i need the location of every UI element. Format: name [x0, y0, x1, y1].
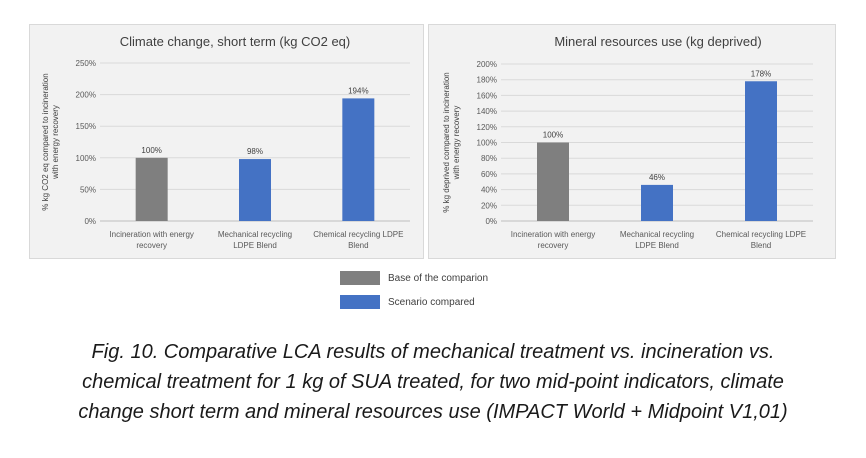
mineral-ytick-label-80: 80%	[481, 154, 497, 163]
climate-data-label-1: 100%	[141, 146, 161, 155]
mineral-category-label-2-line-2: LDPE Blend	[635, 241, 679, 250]
mineral-bar-3	[745, 81, 777, 221]
mineral-category-label-3-line-1: Chemical recycling LDPE	[716, 230, 806, 239]
legend-item-scenario: Scenario compared	[340, 292, 488, 312]
climate-category-label-2-line-2: LDPE Blend	[233, 241, 277, 250]
mineral-ytick-label-120: 120%	[477, 123, 497, 132]
climate-ytick-label-200: 200%	[76, 91, 96, 100]
mineral-category-label-1-line-1: Incineration with energy	[511, 230, 596, 239]
mineral-ylabel-line-1: % kg deprived compared to incineration	[442, 72, 451, 213]
climate-ytick-label-150: 150%	[76, 122, 96, 131]
mineral-ytick-label-100: 100%	[477, 139, 497, 148]
mineral-category-label-1-line-2: recovery	[538, 241, 569, 250]
mineral-ytick-label-20: 20%	[481, 201, 497, 210]
legend-label-scenario: Scenario compared	[388, 296, 475, 308]
caption-line-1: Fig. 10. Comparative LCA results of mech…	[91, 341, 775, 363]
climate-data-label-2: 98%	[247, 147, 263, 156]
mineral-ytick-label-140: 140%	[477, 107, 497, 116]
mineral-data-label-3: 178%	[751, 69, 771, 78]
climate-ytick-label-0: 0%	[84, 217, 96, 226]
climate-category-label-3-line-2: Blend	[348, 241, 368, 250]
chart-mineral-resources: Mineral resources use (kg deprived) % kg …	[428, 24, 836, 259]
climate-data-label-3: 194%	[348, 86, 368, 95]
mineral-ytick-label-60: 60%	[481, 170, 497, 179]
climate-ylabel-line-2: with energy recovery	[51, 105, 60, 180]
caption-line-2: chemical treatment for 1 kg of SUA treat…	[82, 371, 784, 393]
figure-caption: Fig. 10. Comparative LCA results of mech…	[0, 337, 866, 427]
climate-bar-3	[342, 98, 375, 221]
mineral-data-label-2: 46%	[649, 173, 665, 182]
climate-category-label-2-line-1: Mechanical recycling	[218, 230, 292, 239]
mineral-title: Mineral resources use (kg deprived)	[554, 34, 761, 49]
chart-mineral-resources-svg: Mineral resources use (kg deprived) % kg …	[442, 34, 813, 250]
mineral-category-label-2-line-1: Mechanical recycling	[620, 230, 694, 239]
mineral-ytick-label-0: 0%	[485, 217, 497, 226]
caption-line-3: change short term and mineral resources …	[78, 401, 788, 423]
mineral-data-label-1: 100%	[543, 131, 563, 140]
legend: Base of the comparion Scenario compared	[340, 268, 488, 316]
chart-climate-change: Climate change, short term (kg CO2 eq) % …	[29, 24, 424, 259]
climate-bar-2	[239, 159, 271, 221]
climate-ytick-label-50: 50%	[80, 185, 96, 194]
mineral-ylabel-line-2: with energy recovery	[452, 106, 461, 181]
chart-climate-change-svg: Climate change, short term (kg CO2 eq) % …	[41, 34, 410, 250]
mineral-bar-1	[537, 142, 569, 221]
mineral-ytick-label-200: 200%	[477, 60, 497, 69]
climate-ytick-label-100: 100%	[76, 154, 96, 163]
mineral-ytick-label-160: 160%	[477, 91, 497, 100]
legend-item-base: Base of the comparion	[340, 268, 488, 288]
legend-swatch-scenario	[340, 295, 380, 309]
mineral-ytick-label-40: 40%	[481, 186, 497, 195]
mineral-ytick-label-180: 180%	[477, 76, 497, 85]
mineral-bar-2	[641, 184, 673, 221]
climate-ylabel-line-1: % kg CO2 eq compared to incineration	[41, 73, 50, 210]
climate-ytick-label-250: 250%	[76, 59, 96, 68]
mineral-category-label-3-line-2: Blend	[751, 241, 771, 250]
legend-swatch-base	[340, 271, 380, 285]
climate-title: Climate change, short term (kg CO2 eq)	[120, 34, 350, 49]
climate-category-label-1-line-1: Incineration with energy	[109, 230, 194, 239]
climate-category-label-3-line-1: Chemical recycling LDPE	[313, 230, 403, 239]
legend-label-base: Base of the comparion	[388, 272, 489, 284]
climate-category-label-1-line-2: recovery	[136, 241, 167, 250]
climate-bar-1	[135, 157, 168, 221]
